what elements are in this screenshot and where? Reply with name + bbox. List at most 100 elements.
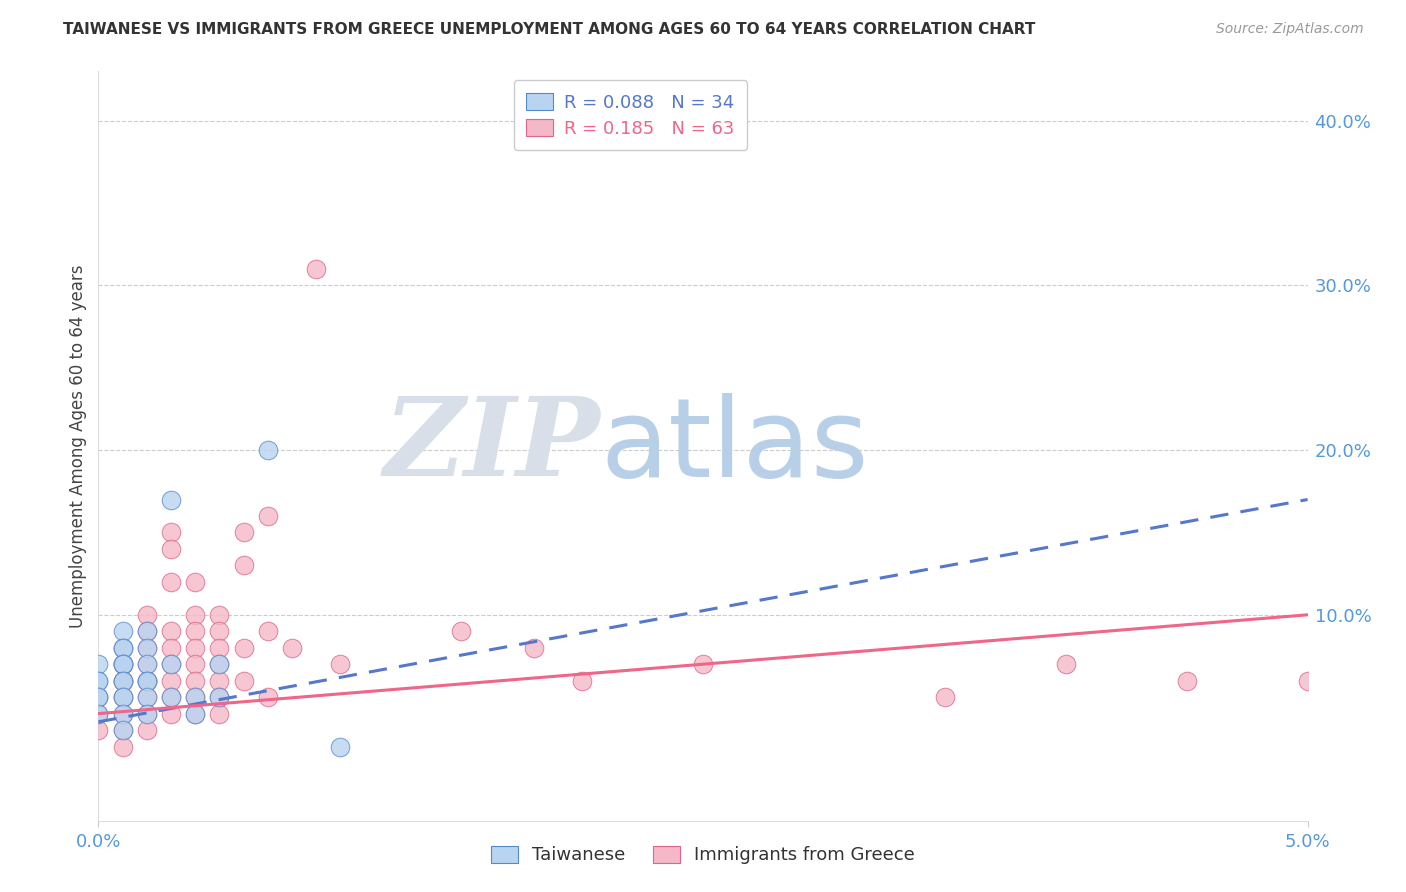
Point	[232, 525, 254, 540]
Point	[135, 624, 157, 639]
Point	[111, 640, 134, 655]
Point	[111, 690, 134, 705]
Point	[111, 690, 134, 705]
Point	[111, 706, 134, 721]
Point	[329, 657, 352, 672]
Point	[135, 673, 157, 688]
Point	[135, 673, 157, 688]
Point	[135, 706, 157, 721]
Point	[329, 739, 352, 754]
Point	[160, 541, 183, 556]
Point	[87, 723, 110, 737]
Point	[208, 640, 231, 655]
Point	[135, 657, 157, 672]
Point	[135, 640, 157, 655]
Text: Source: ZipAtlas.com: Source: ZipAtlas.com	[1216, 22, 1364, 37]
Point	[87, 706, 110, 721]
Legend: Taiwanese, Immigrants from Greece: Taiwanese, Immigrants from Greece	[484, 838, 922, 871]
Point	[135, 690, 157, 705]
Point	[1175, 673, 1198, 688]
Point	[111, 706, 134, 721]
Point	[256, 624, 278, 639]
Point	[160, 574, 183, 589]
Point	[184, 706, 207, 721]
Point	[184, 640, 207, 655]
Y-axis label: Unemployment Among Ages 60 to 64 years: Unemployment Among Ages 60 to 64 years	[69, 264, 87, 628]
Point	[111, 673, 134, 688]
Point	[87, 673, 110, 688]
Point	[208, 624, 231, 639]
Text: atlas: atlas	[600, 392, 869, 500]
Point	[111, 739, 134, 754]
Point	[160, 492, 183, 507]
Point	[208, 690, 231, 705]
Point	[111, 657, 134, 672]
Point	[135, 706, 157, 721]
Point	[87, 706, 110, 721]
Point	[87, 690, 110, 705]
Point	[184, 607, 207, 622]
Point	[111, 723, 134, 737]
Point	[1054, 657, 1077, 672]
Point	[232, 673, 254, 688]
Point	[87, 690, 110, 705]
Text: TAIWANESE VS IMMIGRANTS FROM GREECE UNEMPLOYMENT AMONG AGES 60 TO 64 YEARS CORRE: TAIWANESE VS IMMIGRANTS FROM GREECE UNEM…	[63, 22, 1036, 37]
Point	[232, 558, 254, 573]
Point	[184, 690, 207, 705]
Point	[571, 673, 593, 688]
Point	[135, 690, 157, 705]
Point	[135, 624, 157, 639]
Point	[450, 624, 472, 639]
Point	[184, 706, 207, 721]
Point	[256, 508, 278, 523]
Point	[523, 640, 546, 655]
Point	[135, 657, 157, 672]
Point	[87, 657, 110, 672]
Point	[160, 690, 183, 705]
Point	[184, 690, 207, 705]
Point	[135, 673, 157, 688]
Point	[160, 525, 183, 540]
Point	[111, 657, 134, 672]
Point	[160, 624, 183, 639]
Point	[208, 673, 231, 688]
Point	[208, 607, 231, 622]
Point	[208, 690, 231, 705]
Point	[111, 673, 134, 688]
Point	[87, 690, 110, 705]
Point	[111, 624, 134, 639]
Point	[184, 624, 207, 639]
Point	[111, 640, 134, 655]
Point	[111, 690, 134, 705]
Point	[111, 640, 134, 655]
Point	[184, 574, 207, 589]
Point	[135, 640, 157, 655]
Point	[111, 657, 134, 672]
Text: ZIP: ZIP	[384, 392, 600, 500]
Point	[111, 723, 134, 737]
Point	[184, 673, 207, 688]
Point	[160, 657, 183, 672]
Point	[135, 723, 157, 737]
Point	[111, 673, 134, 688]
Point	[160, 690, 183, 705]
Point	[232, 640, 254, 655]
Point	[111, 657, 134, 672]
Point	[305, 262, 328, 277]
Point	[135, 607, 157, 622]
Point	[256, 690, 278, 705]
Point	[934, 690, 956, 705]
Point	[135, 673, 157, 688]
Point	[160, 640, 183, 655]
Point	[692, 657, 714, 672]
Point	[256, 443, 278, 458]
Point	[208, 706, 231, 721]
Point	[160, 706, 183, 721]
Point	[1296, 673, 1319, 688]
Point	[160, 657, 183, 672]
Point	[111, 657, 134, 672]
Point	[208, 657, 231, 672]
Point	[160, 673, 183, 688]
Point	[87, 673, 110, 688]
Point	[208, 657, 231, 672]
